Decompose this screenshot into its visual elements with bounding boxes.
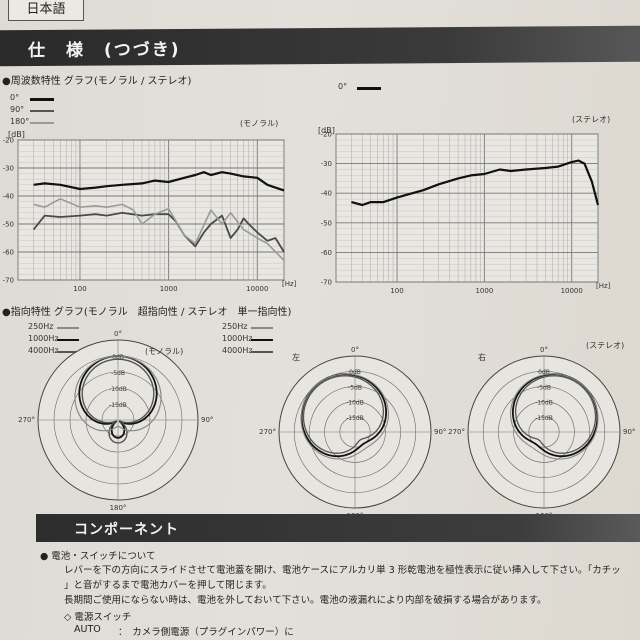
angle-180-label: 180° <box>110 504 127 512</box>
freq-legend-label: 180° <box>10 117 30 126</box>
body-line-2: 」と音がするまで電池カバーを押して閉じます。 <box>64 580 272 591</box>
x-tick-label: 100 <box>73 285 86 293</box>
y-tick-label: -30 <box>3 165 14 173</box>
mono-chart-tag: (モノラル) <box>240 119 279 128</box>
auto-description: ： カメラ側電源（プラグインパワー）に <box>118 627 294 638</box>
polar-pattern-line <box>302 375 385 454</box>
polar-heading: ●指向特性 グラフ(モノラル 超指向性 / ステレオ 単一指向性) <box>2 307 292 318</box>
components-title: コンポーネント <box>74 522 179 538</box>
ring-db-label: -15dB <box>346 415 364 422</box>
freq-legend-swatch <box>30 110 54 112</box>
x-unit-label: [Hz] <box>596 282 611 290</box>
ring-db-label: 0dB <box>112 354 124 361</box>
ring-db-label: -5dB <box>348 384 362 391</box>
ring-db-label: -5dB <box>111 370 125 377</box>
battery-heading: ● 電池・スイッチについて <box>40 551 156 562</box>
angle-90-label: 90° <box>201 416 213 424</box>
freq-legend-label: 90° <box>10 105 25 114</box>
y-tick-label: -70 <box>321 279 332 287</box>
x-tick-label: 10000 <box>246 285 268 293</box>
y-tick-label: -70 <box>3 277 14 285</box>
ring-db-label: -15dB <box>109 402 127 409</box>
angle-270-label: 270° <box>448 428 465 436</box>
polar-legend-label: 1000Hz <box>28 334 59 343</box>
angle-0-label: 0° <box>540 346 548 354</box>
y-tick-label: -50 <box>3 221 14 229</box>
body-line-3: 長期間ご使用にならない時は、電池を外しておいて下さい。電池の液漏れにより内部を破… <box>64 595 547 606</box>
ring-db-label: 0dB <box>538 369 550 376</box>
series-line-mono <box>33 171 285 192</box>
angle-0-label: 0° <box>351 346 359 354</box>
polar-legend-label: 250Hz <box>222 322 248 331</box>
y-tick-label: -60 <box>321 249 332 257</box>
polar-left-tag: 左 <box>292 353 300 362</box>
mono-db-unit: [dB] <box>8 130 25 139</box>
y-tick-label: -40 <box>3 193 14 201</box>
polar-pattern-line <box>78 355 158 439</box>
polar-legend-swatch <box>251 351 273 353</box>
stereo-chart-tag: (ステレオ) <box>572 115 611 124</box>
x-tick-label: 100 <box>390 287 403 295</box>
ring-db-label: -5dB <box>537 384 551 391</box>
angle-270-label: 270° <box>259 428 276 436</box>
x-tick-label: 1000 <box>475 287 493 295</box>
ring-db-label: -15dB <box>535 415 553 422</box>
ring-db-label: 0dB <box>349 369 361 376</box>
polar-legend-swatch <box>251 339 273 341</box>
stereo-db-unit: [dB] <box>318 126 335 135</box>
x-unit-label: [Hz] <box>282 280 297 288</box>
freq-heading: ●周波数特性 グラフ(モノラル / ステレオ) <box>2 76 192 87</box>
freq-legend-swatch <box>30 98 54 101</box>
angle-90-label: 90° <box>623 428 635 436</box>
freq-legend-swatch <box>30 122 54 124</box>
polar-pattern-line <box>81 358 155 444</box>
polar-pattern-line <box>300 373 389 460</box>
y-tick-label: -50 <box>321 219 332 227</box>
polar-mono-tag: (モノラル) <box>145 347 184 356</box>
polar-legend-label: 1000Hz <box>222 334 253 343</box>
ring-db-label: -10dB <box>109 386 127 393</box>
x-tick-label: 10000 <box>561 287 583 295</box>
power-switch-heading: ◇ 電源スイッチ <box>64 612 132 623</box>
x-tick-label: 1000 <box>160 285 178 293</box>
angle-0-label: 0° <box>114 330 122 338</box>
polar-pattern-line <box>510 373 599 460</box>
series-line-mono <box>33 198 285 261</box>
auto-label: AUTO <box>74 624 101 635</box>
polar-legend-swatch <box>57 339 79 341</box>
y-tick-label: -60 <box>3 249 14 257</box>
freq-legend-right-label: 0° <box>338 82 348 91</box>
y-tick-label: -40 <box>321 190 332 198</box>
y-tick-label: -20 <box>3 137 14 145</box>
language-tab: 日本語 <box>8 0 84 21</box>
y-tick-label: -20 <box>321 131 332 139</box>
polar-legend-label: 4000Hz <box>222 346 253 355</box>
angle-270-label: 270° <box>18 416 35 424</box>
polar-legend-swatch <box>57 351 79 353</box>
components-banner: コンポーネント <box>36 514 640 542</box>
polar-legend-label: 250Hz <box>28 322 54 331</box>
y-tick-label: -30 <box>321 160 332 168</box>
chart-frame <box>335 133 599 283</box>
series-line-stereo <box>351 159 600 207</box>
polar-legend-swatch <box>57 327 79 329</box>
polar-pattern-line <box>74 355 162 432</box>
ring-db-label: -10dB <box>535 400 553 407</box>
polar-legend-label: 4000Hz <box>28 346 59 355</box>
angle-90-label: 90° <box>434 428 446 436</box>
freq-legend-label: 0° <box>10 93 20 102</box>
polar-legend-swatch <box>251 327 273 329</box>
polar-pattern-line <box>514 375 597 454</box>
freq-legend-right-line <box>357 87 381 90</box>
polar-stereo-tag: (ステレオ) <box>586 341 625 350</box>
ring-db-label: -10dB <box>346 400 364 407</box>
series-line-mono <box>32 211 285 253</box>
polar-right-tag: 右 <box>478 353 486 362</box>
body-line-1: レバーを下の方向にスライドさせて電池蓋を開け、電池ケースにアルカリ単 3 形乾電… <box>64 565 621 576</box>
